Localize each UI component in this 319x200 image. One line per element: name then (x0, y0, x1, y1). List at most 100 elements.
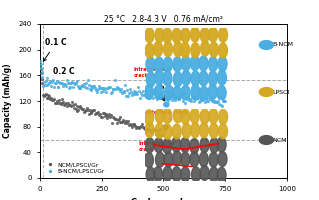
Point (56, 85, 61, 89)
Point (113, 79, 118, 82)
Point (50, 98, 55, 101)
Circle shape (173, 151, 182, 166)
Point (65, 82, 70, 85)
Point (106, 85, 111, 88)
Point (58, 81, 63, 85)
Point (203, 101, 208, 104)
Circle shape (199, 71, 208, 86)
Point (196, 100, 201, 104)
Point (93, 112, 99, 115)
Point (195, 97, 200, 100)
Point (75, 85, 80, 88)
Point (136, 86, 141, 89)
Point (200, 99, 205, 102)
Point (69, 100, 74, 103)
Point (132, 93, 137, 96)
Circle shape (163, 109, 172, 124)
Point (149, 92, 154, 95)
Circle shape (217, 167, 226, 182)
Point (55, 85, 60, 88)
Point (130, 92, 135, 96)
Point (59, 82, 64, 85)
Circle shape (210, 42, 219, 57)
Point (115, 86, 120, 89)
Circle shape (146, 72, 155, 87)
Circle shape (209, 57, 218, 72)
Point (143, 91, 148, 94)
Point (202, 96, 207, 99)
Point (94, 90, 100, 94)
Circle shape (172, 137, 181, 152)
Circle shape (145, 43, 154, 58)
Point (82, 83, 87, 86)
Point (112, 87, 117, 90)
Point (204, 98, 209, 101)
Point (151, 127, 156, 130)
Circle shape (145, 122, 154, 137)
Point (125, 120, 130, 123)
Point (54, 80, 59, 83)
Point (72, 83, 78, 86)
Point (193, 97, 198, 100)
Point (84, 86, 89, 89)
Circle shape (154, 85, 163, 100)
Point (118, 87, 123, 90)
Point (86, 112, 91, 115)
Point (217, 95, 222, 99)
Point (40, 93, 45, 97)
Point (76, 108, 81, 111)
Point (122, 122, 128, 125)
Point (183, 97, 189, 100)
Circle shape (181, 109, 190, 124)
Point (104, 87, 109, 90)
Point (69, 81, 74, 85)
Point (70, 104, 75, 107)
Point (98, 90, 103, 93)
Point (131, 89, 136, 92)
Point (38, 67, 43, 71)
Point (75, 109, 80, 112)
Point (122, 89, 127, 93)
Point (212, 101, 217, 104)
Point (136, 125, 141, 129)
Point (201, 98, 206, 102)
Point (104, 114, 109, 117)
Point (73, 82, 78, 85)
Point (111, 87, 116, 90)
Circle shape (173, 86, 182, 101)
Circle shape (145, 85, 153, 100)
Point (92, 109, 97, 112)
Point (208, 98, 213, 101)
Circle shape (181, 167, 190, 182)
Point (97, 113, 102, 116)
Point (163, 103, 168, 106)
Point (110, 87, 115, 90)
Point (152, 128, 157, 132)
Point (65, 102, 70, 105)
Circle shape (154, 138, 163, 153)
Point (142, 92, 147, 95)
Point (41, 80, 46, 83)
Point (43, 79, 48, 82)
Point (162, 97, 167, 100)
Point (205, 100, 211, 103)
Point (220, 98, 225, 101)
Circle shape (172, 28, 181, 43)
Point (148, 88, 153, 91)
Point (118, 120, 123, 123)
Point (89, 111, 94, 114)
Point (171, 95, 176, 99)
Point (40, 84, 45, 87)
Point (62, 82, 67, 85)
Circle shape (145, 153, 153, 168)
Point (87, 109, 92, 112)
Point (175, 97, 180, 101)
Circle shape (181, 152, 190, 167)
Point (135, 125, 140, 128)
Point (63, 102, 68, 106)
Point (99, 115, 104, 119)
Circle shape (174, 42, 182, 57)
Point (71, 106, 76, 109)
Point (157, 95, 162, 99)
Point (74, 105, 79, 108)
